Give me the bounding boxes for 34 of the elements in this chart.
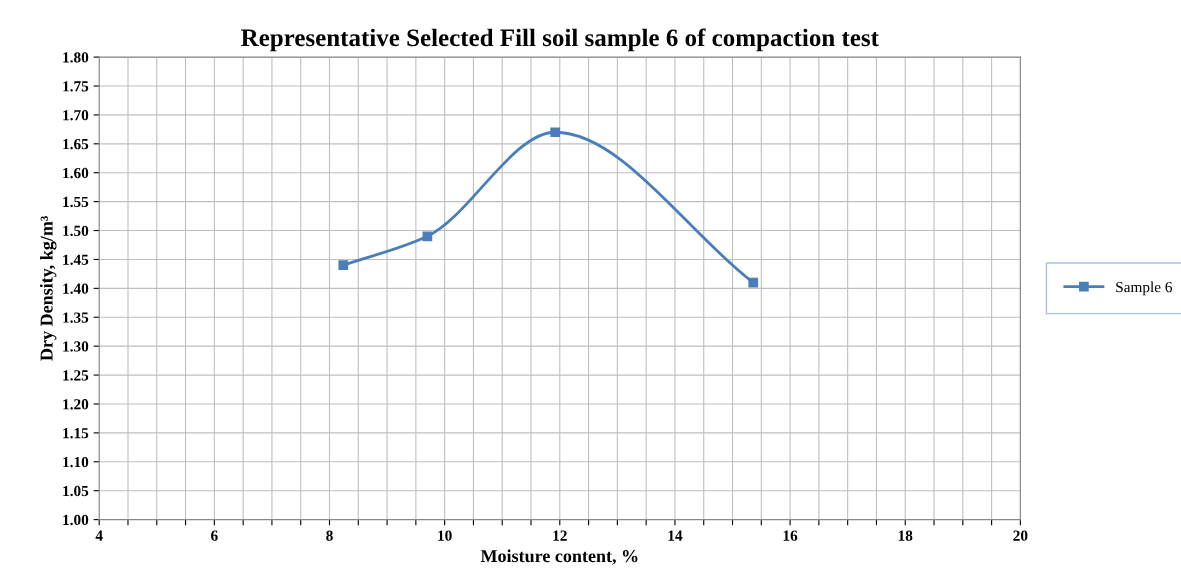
y-tick-label: 1.00 (63, 514, 89, 526)
y-tick-label: 1.55 (63, 196, 89, 208)
y-tick-label: 1.65 (63, 139, 89, 150)
chart-title: Representative Selected Fill soil sample 6 of compaction test (241, 28, 879, 52)
x-tick-label: 4 (95, 530, 103, 541)
y-tick-label: 1.35 (63, 312, 89, 323)
y-tick-label: 1.60 (63, 167, 89, 179)
y-tick-label: 1.70 (63, 110, 89, 121)
y-tick-label: 1.25 (63, 370, 89, 381)
x-tick-label: 6 (211, 530, 218, 541)
y-tick-label: 1.50 (63, 225, 89, 237)
point (748, 277, 759, 288)
x-tick-label: 10 (438, 530, 452, 541)
x-tick-label: 16 (783, 530, 798, 541)
y-tick-label: 1.40 (63, 283, 89, 294)
x-axis-title: Moisture content, % (480, 549, 638, 565)
y-axis-title: Dry Density, kg/m³ (39, 216, 57, 361)
y-tick-label: 1.45 (63, 254, 89, 265)
legend-label: Sample 6 (1116, 281, 1173, 296)
x-tick-label: 12 (553, 530, 567, 541)
y-tick-label: 1.80 (63, 52, 89, 63)
point (422, 231, 433, 242)
point (338, 260, 349, 271)
x-tick-label: 8 (326, 530, 333, 541)
x-tick-label: 18 (898, 530, 913, 541)
y-tick-label: 1.75 (63, 81, 89, 92)
y-tick-label: 1.05 (63, 485, 89, 497)
x-tick-label: 20 (1013, 530, 1028, 541)
y-tick-label: 1.20 (63, 399, 89, 410)
y-tick-label: 1.30 (63, 341, 89, 352)
point (550, 127, 561, 138)
y-tick-label: 1.10 (63, 456, 89, 468)
x-tick-label: 14 (668, 530, 683, 541)
y-tick-label: 1.15 (63, 428, 89, 439)
